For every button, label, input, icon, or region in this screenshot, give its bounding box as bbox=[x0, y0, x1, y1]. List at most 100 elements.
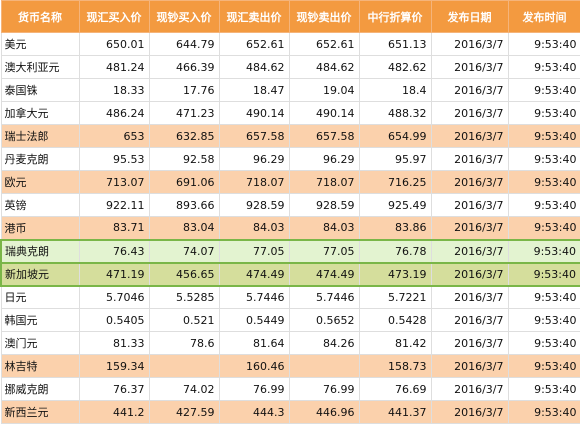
spot-buy-cell[interactable]: 0.5405 bbox=[78, 308, 150, 332]
cash-sell-cell[interactable]: 5.7446 bbox=[288, 285, 360, 309]
publish-time-cell[interactable]: 9:53:40 bbox=[507, 55, 580, 79]
table-row[interactable]: 丹麦克朗 95.53 92.58 96.29 96.29 95.97 2016/3/7 9:5… bbox=[0, 147, 580, 171]
cash-sell-cell[interactable] bbox=[288, 354, 360, 378]
publish-time-cell[interactable]: 9:53:40 bbox=[507, 101, 580, 125]
publish-time-cell[interactable]: 9:53:40 bbox=[507, 285, 580, 309]
header-cash-buy[interactable]: 现钞买入价 bbox=[148, 0, 220, 33]
boc-rate-cell[interactable]: 654.99 bbox=[358, 124, 432, 148]
spot-sell-cell[interactable]: 928.59 bbox=[218, 193, 290, 217]
publish-date-cell[interactable]: 2016/3/7 bbox=[430, 285, 509, 309]
spot-buy-cell[interactable]: 5.7046 bbox=[78, 285, 150, 309]
currency-name-cell[interactable]: 加拿大元 bbox=[0, 101, 80, 125]
cash-sell-cell[interactable]: 474.49 bbox=[288, 261, 360, 287]
spot-buy-cell[interactable]: 653 bbox=[78, 124, 150, 148]
boc-rate-cell[interactable]: 76.78 bbox=[358, 238, 432, 263]
cash-sell-cell[interactable]: 446.96 bbox=[288, 400, 360, 424]
currency-name-cell[interactable]: 瑞士法郎 bbox=[0, 124, 80, 148]
publish-time-cell[interactable]: 9:53:40 bbox=[507, 193, 580, 217]
cash-buy-cell[interactable]: 427.59 bbox=[148, 400, 220, 424]
spot-sell-cell[interactable]: 76.99 bbox=[218, 377, 290, 401]
cash-sell-cell[interactable]: 490.14 bbox=[288, 101, 360, 125]
spot-sell-cell[interactable]: 0.5449 bbox=[218, 308, 290, 332]
boc-rate-cell[interactable]: 473.19 bbox=[358, 261, 432, 287]
table-row[interactable]: 日元 5.7046 5.5285 5.7446 5.7446 5.7221 2016/3/7… bbox=[0, 285, 580, 309]
publish-time-cell[interactable]: 9:53:40 bbox=[507, 261, 580, 287]
cash-buy-cell[interactable]: 0.521 bbox=[148, 308, 220, 332]
cash-sell-cell[interactable]: 84.03 bbox=[288, 216, 360, 240]
publish-date-cell[interactable]: 2016/3/7 bbox=[430, 354, 509, 378]
table-row[interactable]: 加拿大元 486.24 471.23 490.14 490.14 488.32 2016/3… bbox=[0, 101, 580, 125]
cash-sell-cell[interactable]: 657.58 bbox=[288, 124, 360, 148]
cash-sell-cell[interactable]: 76.99 bbox=[288, 377, 360, 401]
currency-name-cell[interactable]: 瑞典克朗 bbox=[0, 238, 80, 263]
cash-buy-cell[interactable]: 5.5285 bbox=[148, 285, 220, 309]
header-spot-buy[interactable]: 现汇买入价 bbox=[78, 0, 150, 33]
publish-time-cell[interactable]: 9:53:40 bbox=[507, 308, 580, 332]
spot-buy-cell[interactable]: 922.11 bbox=[78, 193, 150, 217]
publish-time-cell[interactable]: 9:53:40 bbox=[507, 331, 580, 355]
spot-buy-cell[interactable]: 481.24 bbox=[78, 55, 150, 79]
spot-sell-cell[interactable]: 444.3 bbox=[218, 400, 290, 424]
boc-rate-cell[interactable]: 5.7221 bbox=[358, 285, 432, 309]
cash-buy-cell[interactable]: 92.58 bbox=[148, 147, 220, 171]
cash-buy-cell[interactable]: 74.02 bbox=[148, 377, 220, 401]
publish-time-cell[interactable]: 9:53:40 bbox=[507, 147, 580, 171]
cash-buy-cell[interactable]: 74.07 bbox=[148, 238, 220, 263]
spot-sell-cell[interactable]: 490.14 bbox=[218, 101, 290, 125]
boc-rate-cell[interactable]: 76.69 bbox=[358, 377, 432, 401]
header-currency-name[interactable]: 货币名称 bbox=[0, 0, 80, 33]
cash-buy-cell[interactable]: 78.6 bbox=[148, 331, 220, 355]
spot-buy-cell[interactable]: 713.07 bbox=[78, 170, 150, 194]
cash-sell-cell[interactable]: 19.04 bbox=[288, 78, 360, 102]
cash-sell-cell[interactable]: 96.29 bbox=[288, 147, 360, 171]
publish-time-cell[interactable]: 9:53:40 bbox=[507, 216, 580, 240]
cash-sell-cell[interactable]: 0.5652 bbox=[288, 308, 360, 332]
table-row[interactable]: 欧元 713.07 691.06 718.07 718.07 716.25 2016/3/7… bbox=[0, 170, 580, 194]
table-row[interactable]: 瑞典克朗 76.43 74.07 77.05 77.05 76.78 2016/3/7 9:5… bbox=[0, 238, 580, 263]
boc-rate-cell[interactable]: 81.42 bbox=[358, 331, 432, 355]
spot-buy-cell[interactable]: 486.24 bbox=[78, 101, 150, 125]
publish-time-cell[interactable]: 9:53:40 bbox=[507, 238, 580, 263]
cash-buy-cell[interactable]: 632.85 bbox=[148, 124, 220, 148]
table-row[interactable]: 韩国元 0.5405 0.521 0.5449 0.5652 0.5428 2016/3/7… bbox=[0, 308, 580, 332]
publish-date-cell[interactable]: 2016/3/7 bbox=[430, 101, 509, 125]
cash-sell-cell[interactable]: 84.26 bbox=[288, 331, 360, 355]
table-row[interactable]: 泰国铢 18.33 17.76 18.47 19.04 18.4 2016/3/7 9:53:… bbox=[0, 78, 580, 102]
cash-sell-cell[interactable]: 484.62 bbox=[288, 55, 360, 79]
boc-rate-cell[interactable]: 0.5428 bbox=[358, 308, 432, 332]
currency-name-cell[interactable]: 日元 bbox=[0, 285, 80, 309]
publish-date-cell[interactable]: 2016/3/7 bbox=[430, 55, 509, 79]
spot-buy-cell[interactable]: 81.33 bbox=[78, 331, 150, 355]
currency-name-cell[interactable]: 英镑 bbox=[0, 193, 80, 217]
table-row[interactable]: 澳门元 81.33 78.6 81.64 84.26 81.42 2016/3/7 9:53:… bbox=[0, 331, 580, 355]
publish-time-cell[interactable]: 9:53:40 bbox=[507, 400, 580, 424]
boc-rate-cell[interactable]: 95.97 bbox=[358, 147, 432, 171]
publish-date-cell[interactable]: 2016/3/7 bbox=[430, 308, 509, 332]
currency-name-cell[interactable]: 澳大利亚元 bbox=[0, 55, 80, 79]
spot-buy-cell[interactable]: 471.19 bbox=[78, 261, 150, 287]
spot-sell-cell[interactable]: 96.29 bbox=[218, 147, 290, 171]
spot-sell-cell[interactable]: 484.62 bbox=[218, 55, 290, 79]
publish-time-cell[interactable]: 9:53:40 bbox=[507, 354, 580, 378]
cash-buy-cell[interactable]: 691.06 bbox=[148, 170, 220, 194]
currency-name-cell[interactable]: 新加坡元 bbox=[0, 261, 80, 287]
cash-sell-cell[interactable]: 77.05 bbox=[288, 238, 360, 263]
currency-name-cell[interactable]: 丹麦克朗 bbox=[0, 147, 80, 171]
publish-date-cell[interactable]: 2016/3/7 bbox=[430, 400, 509, 424]
boc-rate-cell[interactable]: 482.62 bbox=[358, 55, 432, 79]
cash-buy-cell[interactable] bbox=[148, 354, 220, 378]
publish-date-cell[interactable]: 2016/3/7 bbox=[430, 32, 509, 56]
spot-buy-cell[interactable]: 76.37 bbox=[78, 377, 150, 401]
publish-date-cell[interactable]: 2016/3/7 bbox=[430, 216, 509, 240]
publish-time-cell[interactable]: 9:53:40 bbox=[507, 377, 580, 401]
cash-buy-cell[interactable]: 17.76 bbox=[148, 78, 220, 102]
publish-date-cell[interactable]: 2016/3/7 bbox=[430, 193, 509, 217]
cash-buy-cell[interactable]: 644.79 bbox=[148, 32, 220, 56]
boc-rate-cell[interactable]: 18.4 bbox=[358, 78, 432, 102]
currency-name-cell[interactable]: 澳门元 bbox=[0, 331, 80, 355]
spot-sell-cell[interactable]: 81.64 bbox=[218, 331, 290, 355]
publish-date-cell[interactable]: 2016/3/7 bbox=[430, 331, 509, 355]
boc-rate-cell[interactable]: 651.13 bbox=[358, 32, 432, 56]
boc-rate-cell[interactable]: 925.49 bbox=[358, 193, 432, 217]
header-publish-date[interactable]: 发布日期 bbox=[430, 0, 509, 33]
